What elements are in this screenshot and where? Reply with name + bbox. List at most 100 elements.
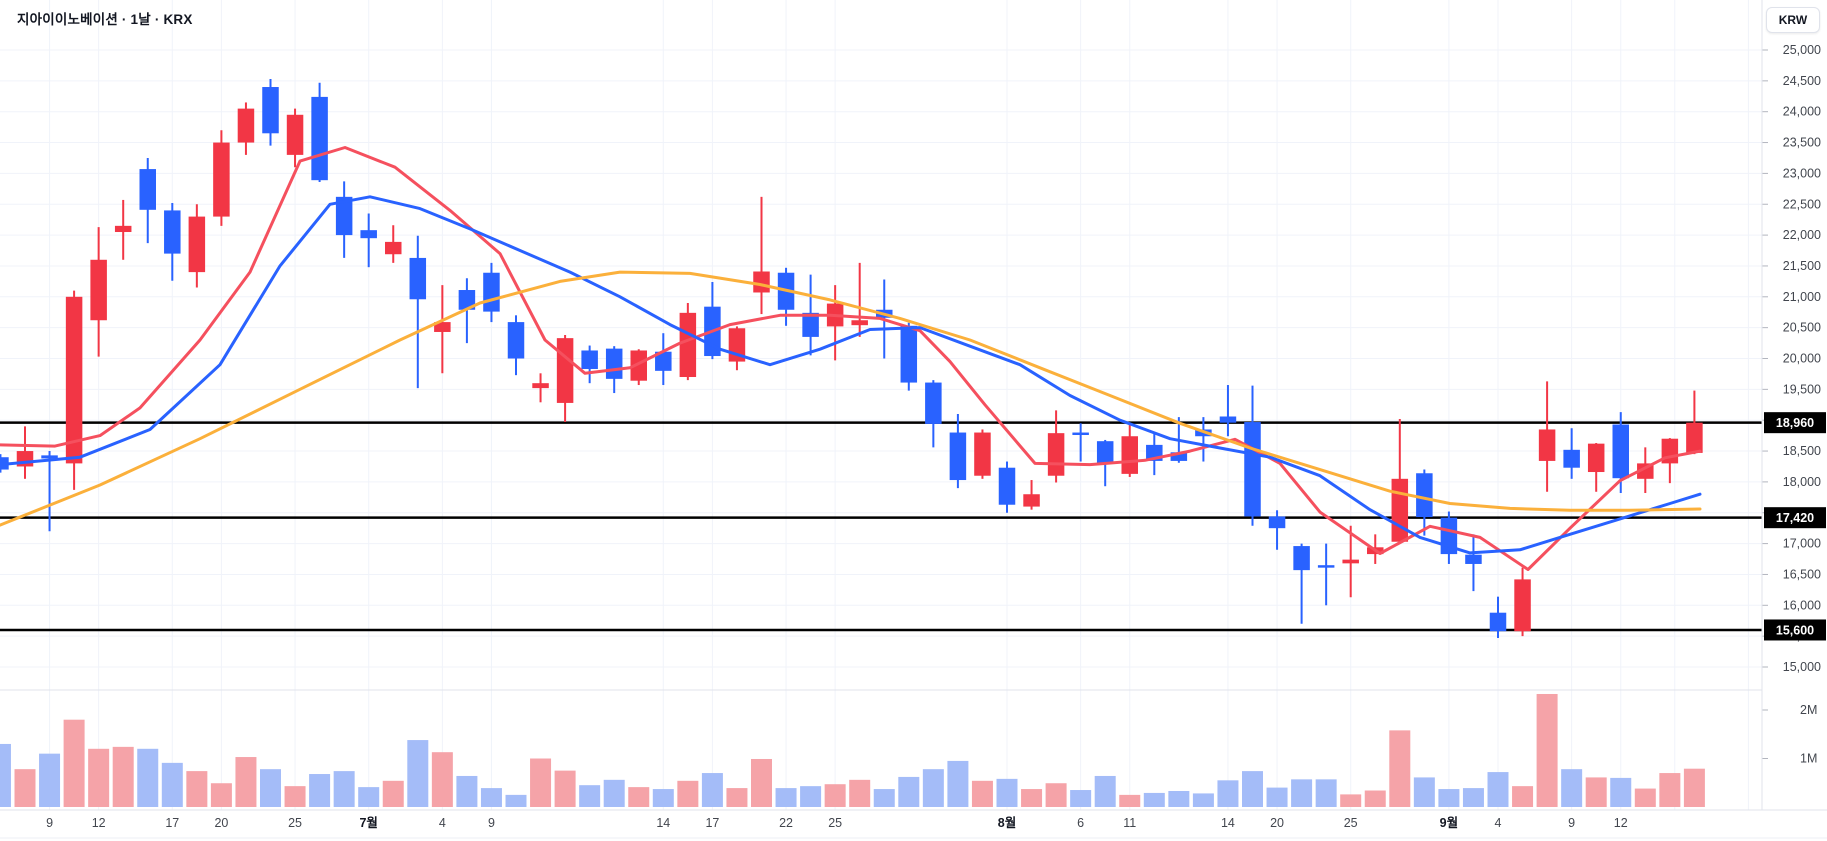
price-tick-label[interactable]: 25,000 [1783,43,1821,57]
candle-body [900,325,918,383]
price-axis[interactable]: 25,000 24,500 24,000 23,500 23,000 22,500 22,0… [1762,43,1826,766]
price-tick-label[interactable]: 24,500 [1783,74,1821,88]
candle-body [802,312,819,337]
volume-bar [14,769,36,807]
price-tick-label[interactable]: 17,000 [1783,537,1821,551]
volume-bar [456,775,478,807]
volume-bar [1340,794,1362,807]
time-label[interactable]: 7월 [359,815,377,830]
price-tick-label[interactable]: 16,000 [1783,598,1821,612]
time-label[interactable]: 11 [1123,816,1136,830]
candle-body [1219,416,1237,423]
volume-bar [677,780,699,807]
volume-bar [186,771,208,807]
volume-bar [1315,779,1337,807]
time-label[interactable]: 20 [1270,816,1284,830]
volume-bar [1683,768,1705,807]
price-tick-label[interactable]: 23,000 [1783,166,1821,180]
time-label[interactable]: 12 [92,816,106,830]
volume-bar [1659,773,1681,807]
chart-panes [0,78,1762,807]
time-label[interactable]: 22 [779,816,793,830]
volume-tick-label[interactable]: 1M [1800,752,1817,766]
price-tick-label[interactable]: 20,000 [1783,352,1821,366]
volume-bar [1045,783,1067,807]
price-tick-label[interactable]: 18,500 [1783,444,1821,458]
price-line-badge[interactable] [1764,619,1826,641]
price-tick-label[interactable]: 24,000 [1783,105,1821,119]
volume-bar [358,787,380,807]
time-label[interactable]: 6 [1077,816,1084,830]
volume-bar [1413,777,1435,807]
candle-body [1096,441,1114,464]
time-label[interactable]: 25 [828,816,842,830]
candle-body [1244,422,1261,517]
volume-bar [873,789,895,807]
volume-bar [1119,794,1141,807]
time-label[interactable]: 4 [1495,816,1502,830]
candle-body [286,114,304,155]
candle-body [65,296,83,464]
price-line-badge[interactable] [1764,507,1826,529]
volume-tick-label[interactable]: 2M [1800,703,1817,717]
symbol-title[interactable]: 지아이이노베이션 · 1날 · KRX [17,8,193,28]
volume-bar [971,780,993,807]
candle-body [949,432,967,481]
time-label[interactable]: 17 [165,816,179,830]
time-label[interactable]: 12 [1614,816,1628,830]
price-tick-label[interactable]: 15,000 [1783,660,1821,674]
time-label[interactable]: 25 [288,816,302,830]
price-line-badge[interactable] [1764,412,1826,434]
candle-body [1391,478,1409,542]
time-axis[interactable]: 9 12 17 20 25 7월 4 9 14 17 22 25 8월 6 11 14 20 25 9월 4 9 12 [46,815,1628,830]
candle-body [1293,546,1310,571]
candle-body [851,320,868,326]
candle-body [262,87,279,134]
volume-bar [1561,769,1583,807]
price-tick-label[interactable]: 19,500 [1783,382,1821,396]
volume-bar [726,788,748,807]
volume-bar [1389,730,1411,807]
time-label[interactable]: 8월 [998,815,1016,830]
time-label[interactable]: 14 [1221,816,1235,830]
price-tick-label[interactable]: 22,000 [1783,228,1821,242]
time-label[interactable]: 4 [439,816,446,830]
price-tick-label[interactable]: 18,000 [1783,475,1821,489]
volume-bar [480,788,502,807]
currency-badge[interactable]: KRW [1766,7,1820,33]
price-tick-label[interactable]: 21,000 [1783,290,1821,304]
time-label[interactable]: 20 [214,816,228,830]
time-label[interactable]: 9월 [1440,815,1458,830]
time-label[interactable]: 9 [46,816,53,830]
volume-bar [628,787,650,807]
time-label[interactable]: 14 [656,816,670,830]
price-tick-label[interactable]: 20,500 [1783,321,1821,335]
candle-body [556,338,574,403]
volume-bar [1192,793,1214,807]
candle-body [1317,565,1335,568]
candle-body [114,225,132,233]
time-label[interactable]: 17 [705,816,719,830]
volume-bar [1585,777,1607,807]
candle-body [188,216,206,273]
volume-bar [0,743,11,807]
time-label[interactable]: 25 [1344,816,1358,830]
price-tick-label[interactable]: 21,500 [1783,259,1821,273]
volume-bar [996,778,1018,807]
price-tick-label[interactable]: 23,500 [1783,136,1821,150]
volume-bar [1168,790,1190,807]
volume-bar [431,752,453,807]
volume-bar [235,757,257,807]
time-label[interactable]: 9 [1568,816,1575,830]
time-label[interactable]: 9 [488,816,495,830]
volume-bar [260,769,281,807]
volume-bar [1021,789,1043,807]
candle-body [434,322,451,332]
volume-bar [603,779,625,807]
candle-body [139,169,156,210]
price-tick-label[interactable]: 16,500 [1783,567,1821,581]
volume-bar [775,788,797,807]
volume-bar [849,779,871,807]
price-tick-label[interactable]: 22,500 [1783,197,1821,211]
